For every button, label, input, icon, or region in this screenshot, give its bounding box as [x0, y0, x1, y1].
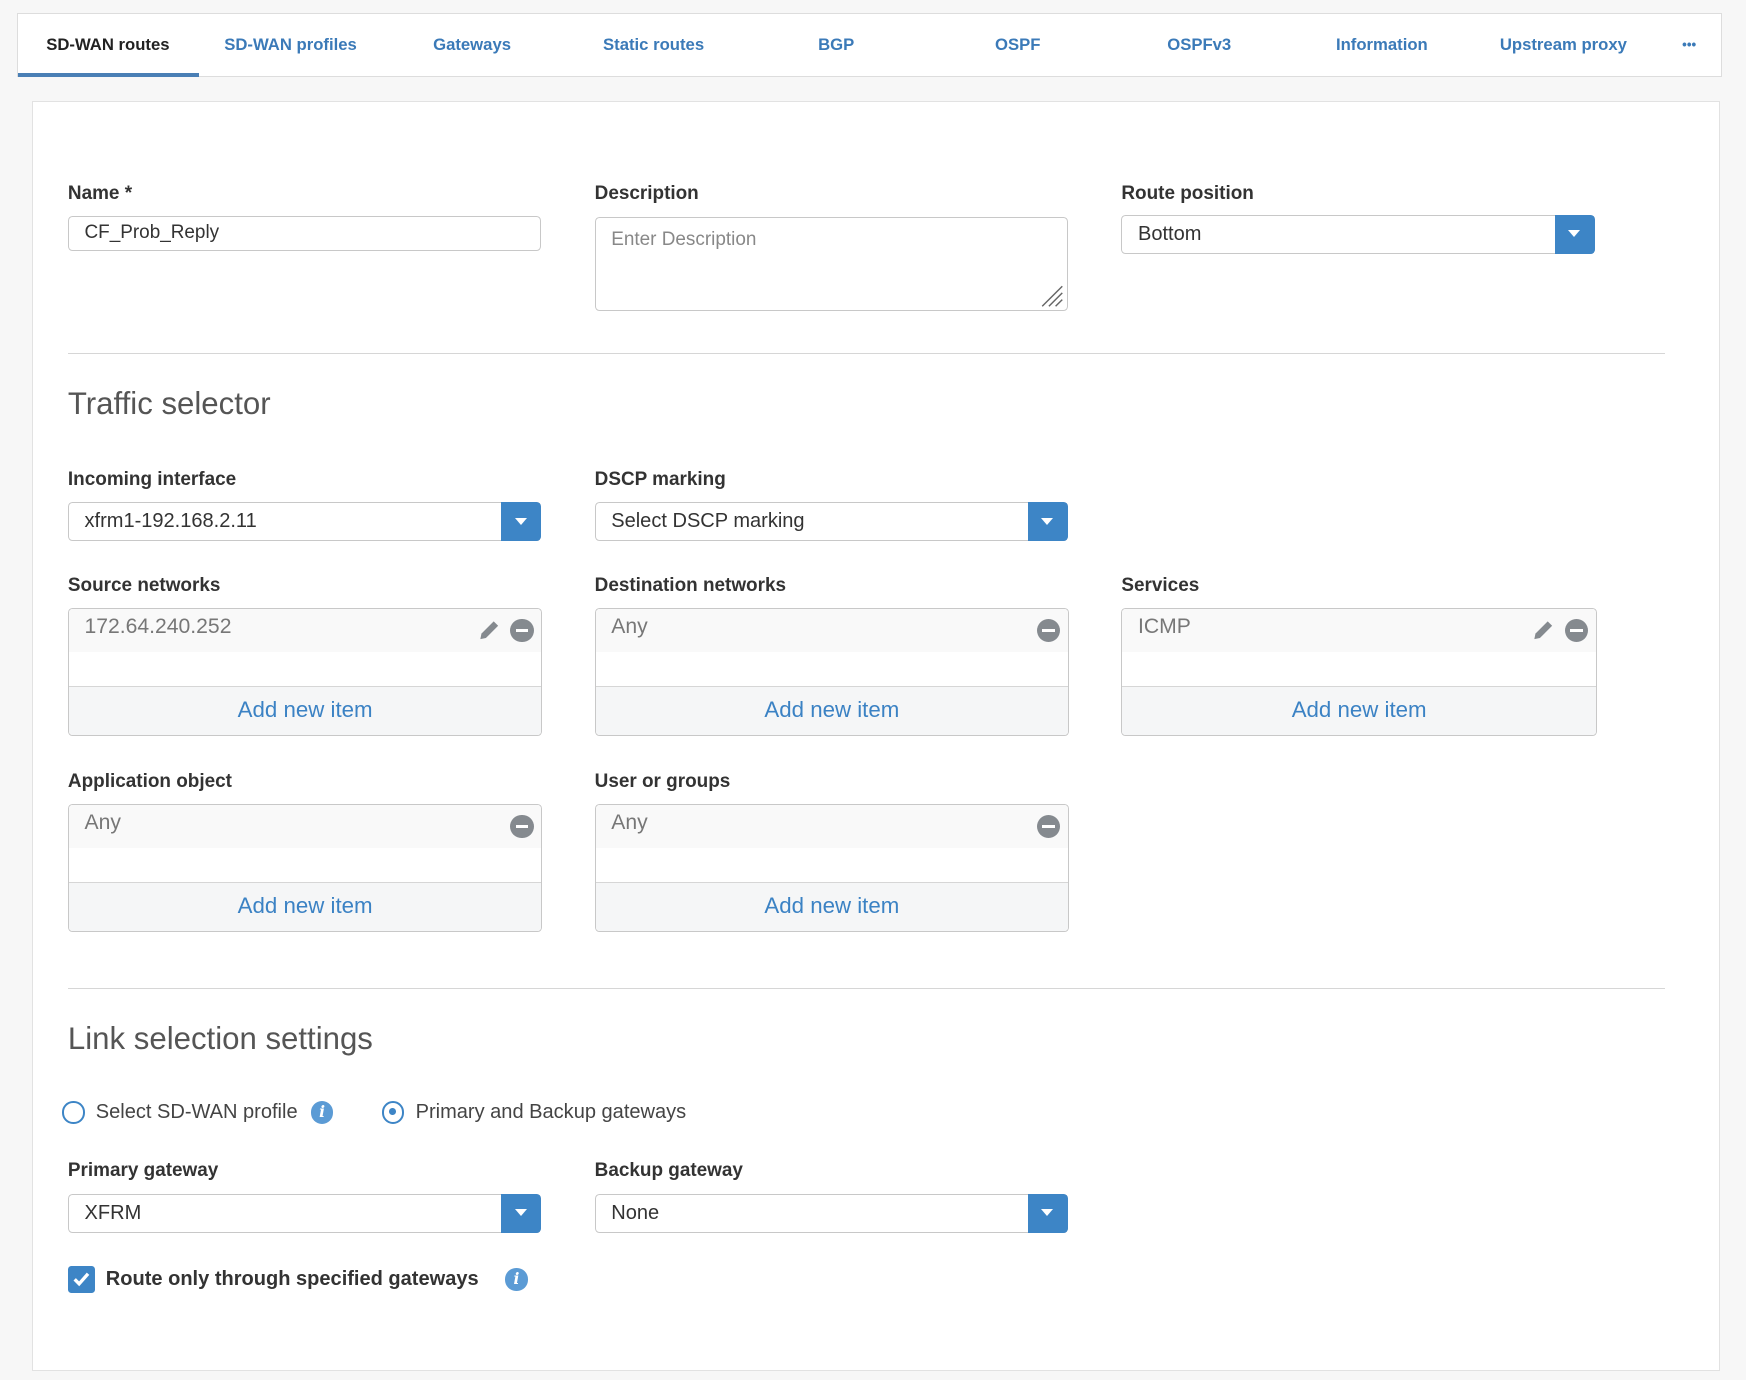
add-new-item-button[interactable]: Add new item: [595, 686, 1069, 736]
name-label: Name *: [67, 182, 133, 204]
tab-ospfv3[interactable]: OSPFv3: [1167, 35, 1232, 55]
incoming-interface-select[interactable]: xfrm1-192.168.2.11: [67, 502, 542, 542]
active-tab-indicator: [17, 73, 200, 77]
tab-static-routes[interactable]: Static routes: [603, 35, 705, 55]
list-item-label: Any: [611, 810, 648, 834]
link-mode-radio-group: Select SD-WAN profile i Primary and Back…: [62, 1099, 686, 1126]
chevron-down-icon[interactable]: [1027, 1193, 1069, 1233]
route-position-select[interactable]: Bottom: [1121, 214, 1595, 254]
tab-ospf[interactable]: OSPF: [994, 35, 1041, 55]
pencil-icon[interactable]: [477, 618, 501, 642]
tab-bgp[interactable]: BGP: [818, 35, 855, 55]
remove-icon[interactable]: [1564, 619, 1589, 643]
resize-handle-icon[interactable]: [1040, 284, 1064, 308]
list-item-label: Any: [84, 810, 121, 834]
chevron-down-icon[interactable]: [1027, 502, 1069, 542]
tab-gateways[interactable]: Gateways: [433, 35, 512, 55]
list-item: Any: [595, 609, 1069, 653]
tab-sd-wan-routes[interactable]: SD-WAN routes: [46, 35, 170, 55]
incoming-interface-value: xfrm1-192.168.2.11: [84, 510, 257, 533]
list-item-label: ICMP: [1137, 614, 1191, 638]
route-only-checkbox[interactable]: [67, 1266, 95, 1293]
radio-label: Primary and Backup gateways: [415, 1100, 687, 1123]
radio-primary-backup-gateways[interactable]: [382, 1101, 405, 1124]
name-input[interactable]: CF_Prob_Reply: [67, 216, 542, 251]
dscp-marking-select[interactable]: Select DSCP marking: [594, 502, 1069, 542]
checkmark-icon: [73, 1272, 90, 1287]
backup-gateway-label: Backup gateway: [594, 1160, 743, 1182]
route-position-value: Bottom: [1137, 222, 1202, 245]
tab-bar: SD-WAN routes SD-WAN profiles Gateways S…: [16, 13, 1722, 77]
add-new-item-button[interactable]: Add new item: [1122, 686, 1596, 736]
remove-icon[interactable]: [1036, 619, 1061, 643]
application-object-list: Any Add new item: [67, 804, 543, 933]
description-textarea[interactable]: Enter Description: [594, 217, 1068, 311]
pencil-icon[interactable]: [1531, 618, 1555, 642]
add-new-item-button[interactable]: Add new item: [68, 686, 542, 736]
services-list: ICMP Add new item: [1121, 608, 1597, 737]
form-panel: [32, 101, 1721, 1371]
primary-gateway-select[interactable]: XFRM: [67, 1193, 542, 1233]
source-networks-label: Source networks: [67, 574, 221, 596]
add-new-item-button[interactable]: Add new item: [68, 882, 542, 932]
application-object-label: Application object: [67, 770, 232, 792]
tab-sd-wan-profiles[interactable]: SD-WAN profiles: [224, 35, 357, 55]
divider: [67, 353, 1665, 355]
user-or-groups-label: User or groups: [594, 770, 731, 792]
destination-networks-label: Destination networks: [594, 574, 787, 596]
destination-networks-list: Any Add new item: [594, 608, 1070, 737]
list-item-label: Any: [611, 614, 648, 638]
remove-icon[interactable]: [510, 815, 534, 839]
route-position-label: Route position: [1121, 182, 1254, 204]
remove-icon[interactable]: [1036, 815, 1061, 839]
add-new-item-button[interactable]: Add new item: [595, 882, 1069, 932]
chevron-down-icon[interactable]: [501, 502, 542, 542]
tab-information[interactable]: Information: [1335, 35, 1428, 55]
list-item: Any: [68, 805, 542, 849]
services-label: Services: [1121, 574, 1200, 596]
primary-gateway-value: XFRM: [84, 1201, 142, 1224]
traffic-selector-heading: Traffic selector: [67, 386, 271, 422]
divider: [67, 987, 1665, 989]
tab-upstream-proxy[interactable]: Upstream proxy: [1499, 35, 1627, 55]
list-item: ICMP: [1122, 609, 1596, 653]
route-only-row: Route only through specified gateways i: [67, 1265, 528, 1294]
source-networks-list: 172.64.240.252 Add new item: [67, 608, 543, 737]
dscp-marking-value: Select DSCP marking: [611, 510, 805, 533]
info-icon[interactable]: i: [505, 1268, 528, 1291]
radio-label: Select SD-WAN profile: [95, 1100, 298, 1123]
chevron-down-icon[interactable]: [501, 1193, 542, 1233]
description-label: Description: [594, 182, 699, 204]
backup-gateway-value: None: [611, 1201, 660, 1224]
radio-select-sd-wan-profile[interactable]: [62, 1101, 85, 1124]
backup-gateway-select[interactable]: None: [594, 1193, 1069, 1233]
user-or-groups-list: Any Add new item: [594, 804, 1070, 933]
link-selection-heading: Link selection settings: [67, 1021, 373, 1057]
primary-gateway-label: Primary gateway: [67, 1160, 219, 1182]
list-item: Any: [595, 805, 1069, 849]
info-icon[interactable]: i: [310, 1101, 334, 1124]
more-tabs-icon[interactable]: •••: [1682, 37, 1697, 53]
chevron-down-icon[interactable]: [1554, 214, 1595, 254]
route-only-label: Route only through specified gateways: [105, 1268, 479, 1291]
list-item-label: 172.64.240.252: [84, 614, 232, 638]
remove-icon[interactable]: [510, 619, 534, 643]
incoming-interface-label: Incoming interface: [67, 468, 237, 490]
dscp-marking-label: DSCP marking: [594, 468, 726, 490]
list-item: 172.64.240.252: [68, 609, 542, 653]
